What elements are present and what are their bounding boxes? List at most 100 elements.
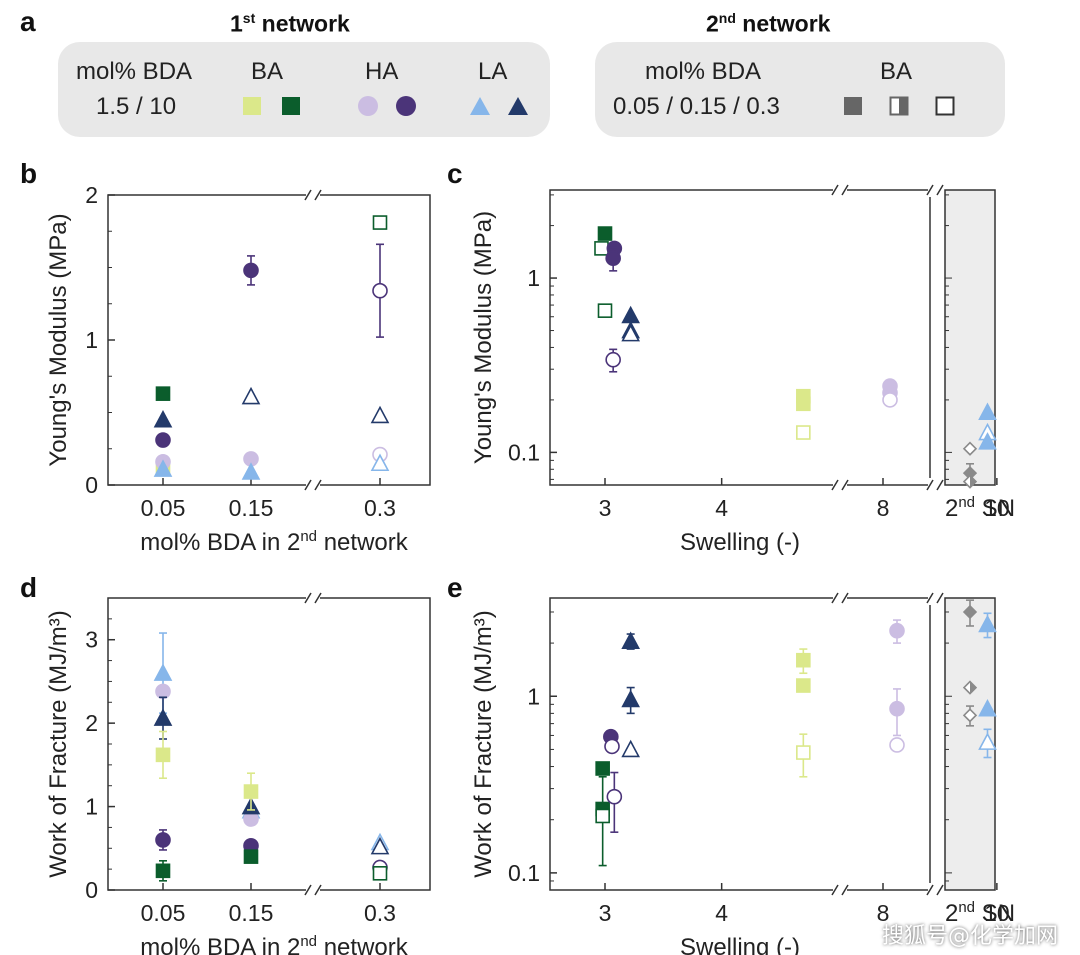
x-tick-label: 3 [599,900,612,926]
axis-break-bottom-slash-1 [304,479,312,491]
data-point-LA_light-filled [978,614,997,633]
y-tick-label: 0.1 [508,860,540,886]
x-tick-label: 4 [715,495,728,521]
y-axis-label: Young's Modulus (MPa) [470,211,497,464]
y-tick-label: 2 [85,710,98,736]
legend-ha-light-circle [358,96,378,116]
data-point-HA_dark-filled [155,432,171,448]
x-tick-label: 4 [715,900,728,926]
x-tick-label: 0.15 [229,900,274,926]
x-tick-label: 0.3 [364,900,396,926]
data-point-BA_dark-filled [597,226,613,241]
data-point-LA_dark-open [241,386,261,405]
x-tick-label: 10 [984,900,1010,926]
watermark-text: 搜狐号@化学加网 [882,924,1059,949]
plot-frame [549,189,931,486]
data-point-LA_light-filled [978,699,997,717]
legend-ba-label: BA [251,58,284,85]
axis-break-bottom-1-slash-1 [926,479,934,491]
axis-break-top-1-slash-2 [936,592,944,604]
axis-break-top-1-slash-2 [936,184,944,196]
data-point-BA_dark-filled [155,863,171,879]
data-point-BA_dark-open [597,303,613,318]
data-point-BA_dark-open [594,241,609,256]
y-tick-label: 1 [85,327,98,353]
data-point-BA_dark-open [595,808,610,824]
data-point-LA_light-filled [241,462,261,480]
data-point-BA_dark-open [372,215,388,230]
data-point-BA_light-open [796,425,811,440]
legend-ba-dark-square [282,97,300,115]
y-axis-label: Work of Fracture (MJ/m³) [470,610,497,878]
sn-point-open [962,708,978,723]
legend-sn-open-square [935,96,955,116]
data-point-LA_light-filled [153,459,173,477]
data-point-BA_dark-open [372,866,388,881]
data-point-BA_light-filled [155,747,171,763]
data-point-BA_dark-filled [595,761,610,776]
data-point-HA_dark-filled [243,262,259,279]
data-point-LA_dark-open [370,405,390,424]
data-point-LA_dark-open [621,323,641,342]
data-point-LA_dark-open [621,739,641,758]
legend-sn-half-square [889,96,909,116]
data-point-HA_light-open [882,392,898,408]
axis-break-bottom-slash-2 [314,479,322,491]
data-point-BA_light-filled [796,678,811,693]
axis-break-bottom-1-slash-1 [926,884,934,896]
x-axis-label: Swelling (-) [680,529,800,556]
data-point-HA_light-filled [889,622,905,639]
data-point-LA_light-filled [978,402,997,421]
y-tick-label: 1 [85,794,98,820]
panel-label-d: d [20,572,38,603]
y-tick-label: 0.1 [508,439,540,465]
axis-break-top-slash-1 [304,189,312,201]
legend-la-dark-triangle [508,97,528,115]
data-point-BA_dark-filled [243,849,259,864]
x-tick-label: 10 [984,495,1010,521]
legend-first-title: 1st network [230,10,350,37]
axis-break-top-slash-2 [314,592,322,604]
sn-axis-label: 2nd SN [945,899,1015,927]
axis-break-top-slash-1 [304,592,312,604]
axis-break-top-0-slash-1 [831,184,839,196]
data-point-HA_light-filled [155,683,171,700]
data-point-LA_light-open [370,453,390,472]
legend-ha-dark-circle [396,96,416,116]
data-point-LA_dark-filled [621,689,641,708]
data-point-HA_dark-filled [605,250,621,266]
legend-second-title: 2nd network [706,10,831,37]
x-axis-label: Swelling (-) [680,934,800,955]
data-point-LA_dark-filled [153,708,173,726]
sn-point-filled [962,604,978,620]
axis-break-top-0-slash-2 [841,592,849,604]
data-point-HA_dark-filled [155,832,171,848]
data-point-LA_dark-filled [153,410,173,428]
data-point-HA_light-filled [889,700,905,717]
legend-first-mol-values: 1.5 / 10 [96,93,177,120]
chart-c-youngs-modulus-vs-swelling: 0.1 1 3 4 8 10 Young's Modulus (MPa) Swelling (… [470,183,1015,556]
y-axis-label: Young's Modulus (MPa) [45,213,72,466]
axis-break-bottom-0-slash-2 [841,884,849,896]
axis-break-bottom-slash-1 [304,884,312,896]
legend-second-network: mol% BDA 0.05 / 0.15 / 0.3 BA [595,42,1005,137]
panel-label-c: c [447,158,463,189]
y-tick-label: 2 [85,182,98,208]
data-point-HA_dark-open [372,282,388,299]
data-point-LA_dark-filled [621,305,641,324]
panel-label-a: a [20,6,36,37]
x-tick-label: 8 [877,495,890,521]
data-point-LA_dark-filled [621,631,641,649]
data-point-HA_dark-open [604,738,620,755]
x-axis-label: mol% BDA in 2nd network [140,933,408,955]
y-tick-label: 3 [85,627,98,653]
data-point-BA_light-filled [796,396,811,412]
data-point-LA_dark-open [370,836,390,855]
axis-break-bottom-slash-2 [314,884,322,896]
x-tick-label: 8 [877,900,890,926]
data-point-LA_light-open [978,732,997,750]
legend-la-light-triangle [470,97,490,115]
axis-break-bottom-1-slash-2 [936,884,944,896]
panel-label-e: e [447,572,463,603]
data-point-BA_light-filled [243,784,259,799]
